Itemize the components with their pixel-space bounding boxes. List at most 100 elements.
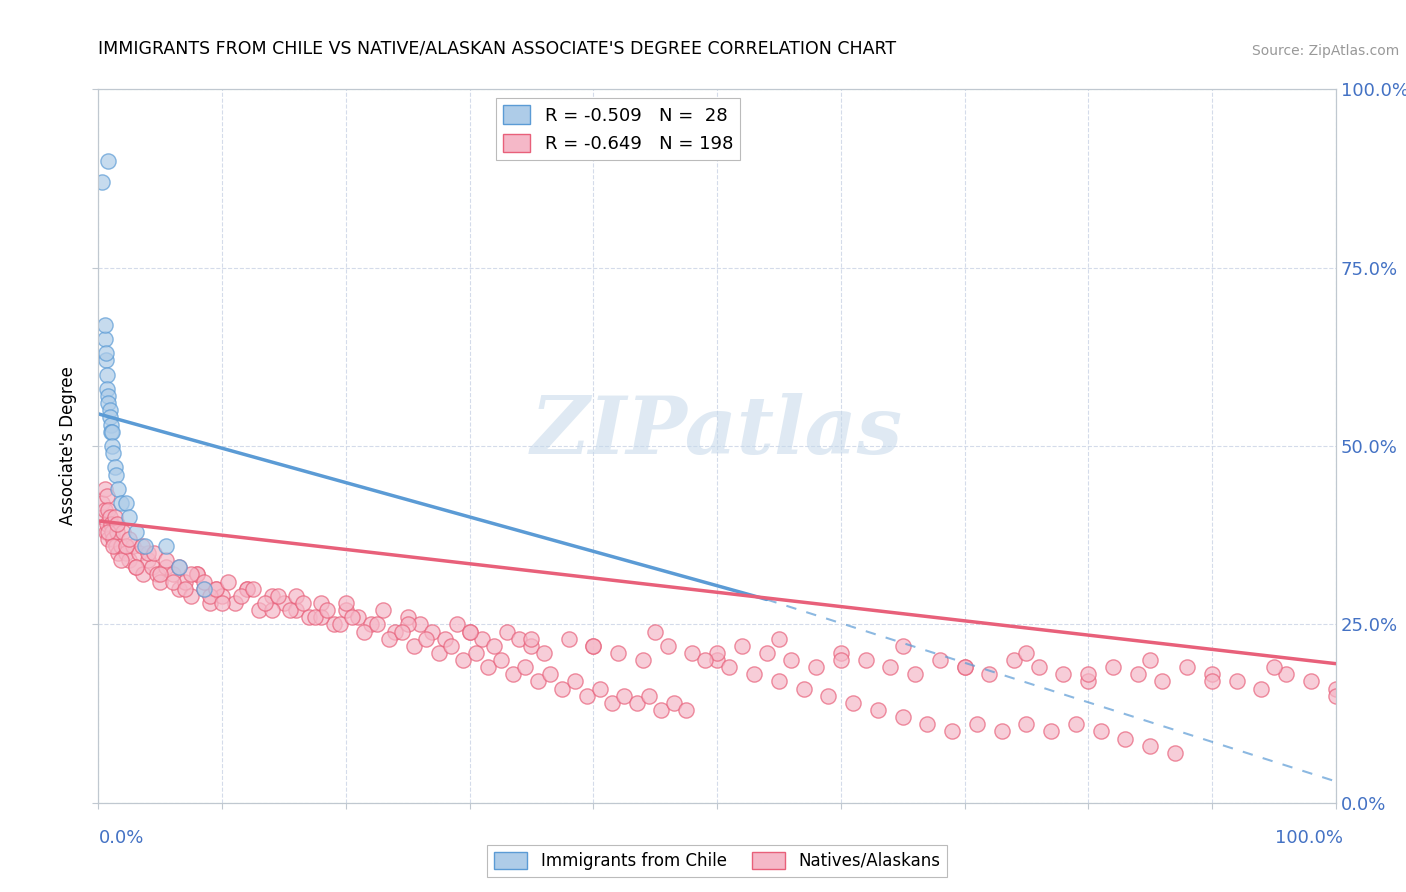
Point	[718, 660, 741, 674]
Point	[842, 696, 865, 710]
Point	[93, 332, 115, 346]
Point	[174, 582, 197, 596]
Point	[217, 574, 239, 589]
Point	[458, 624, 481, 639]
Point	[114, 546, 136, 560]
Point	[335, 596, 357, 610]
Point	[706, 646, 728, 660]
Point	[105, 524, 128, 539]
Point	[1077, 667, 1099, 681]
Point	[247, 603, 270, 617]
Point	[260, 603, 283, 617]
Point	[613, 689, 636, 703]
Point	[136, 546, 159, 560]
Point	[101, 524, 124, 539]
Point	[285, 603, 308, 617]
Point	[316, 603, 339, 617]
Point	[879, 660, 901, 674]
Point	[91, 496, 114, 510]
Point	[104, 467, 127, 482]
Point	[917, 717, 939, 731]
Point	[100, 517, 122, 532]
Point	[309, 596, 332, 610]
Point	[167, 560, 190, 574]
Point	[118, 553, 141, 567]
Point	[91, 175, 114, 189]
Point	[114, 539, 136, 553]
Point	[273, 596, 295, 610]
Point	[533, 646, 555, 660]
Point	[180, 589, 202, 603]
Point	[174, 574, 197, 589]
Point	[371, 603, 394, 617]
Point	[1126, 667, 1149, 681]
Point	[1275, 667, 1298, 681]
Point	[124, 560, 146, 574]
Point	[1263, 660, 1285, 674]
Point	[103, 539, 125, 553]
Point	[242, 582, 264, 596]
Point	[855, 653, 877, 667]
Point	[804, 660, 827, 674]
Point	[104, 539, 127, 553]
Text: 0.0%: 0.0%	[98, 830, 143, 847]
Point	[866, 703, 889, 717]
Point	[94, 346, 117, 360]
Point	[335, 603, 357, 617]
Point	[1139, 739, 1161, 753]
Point	[112, 524, 135, 539]
Point	[1152, 674, 1174, 689]
Point	[124, 560, 146, 574]
Point	[100, 417, 122, 432]
Point	[817, 689, 839, 703]
Point	[93, 318, 115, 332]
Point	[979, 667, 1001, 681]
Point	[211, 589, 233, 603]
Point	[93, 510, 115, 524]
Point	[953, 660, 976, 674]
Point	[508, 632, 530, 646]
Point	[755, 646, 778, 660]
Point	[891, 710, 914, 724]
Point	[224, 596, 246, 610]
Point	[304, 610, 326, 624]
Point	[347, 610, 370, 624]
Point	[768, 632, 790, 646]
Point	[477, 660, 499, 674]
Point	[780, 653, 803, 667]
Point	[1226, 674, 1249, 689]
Point	[278, 603, 301, 617]
Point	[145, 567, 167, 582]
Point	[1002, 653, 1025, 667]
Point	[97, 396, 120, 410]
Point	[638, 689, 661, 703]
Point	[236, 582, 259, 596]
Point	[193, 582, 215, 596]
Point	[830, 646, 852, 660]
Point	[340, 610, 363, 624]
Point	[489, 653, 512, 667]
Point	[128, 546, 150, 560]
Point	[1164, 746, 1187, 760]
Point	[458, 624, 481, 639]
Point	[502, 667, 524, 681]
Point	[453, 653, 475, 667]
Point	[588, 681, 610, 696]
Point	[681, 646, 703, 660]
Point	[396, 617, 419, 632]
Point	[198, 589, 221, 603]
Point	[186, 567, 208, 582]
Legend: Immigrants from Chile, Natives/Alaskans: Immigrants from Chile, Natives/Alaskans	[488, 845, 946, 877]
Point	[1102, 660, 1125, 674]
Text: ZIPatlas: ZIPatlas	[531, 393, 903, 470]
Point	[551, 681, 574, 696]
Point	[118, 532, 141, 546]
Point	[134, 539, 156, 553]
Point	[471, 632, 494, 646]
Point	[526, 674, 548, 689]
Point	[391, 624, 413, 639]
Point	[941, 724, 963, 739]
Point	[180, 567, 202, 582]
Point	[124, 524, 146, 539]
Point	[103, 460, 125, 475]
